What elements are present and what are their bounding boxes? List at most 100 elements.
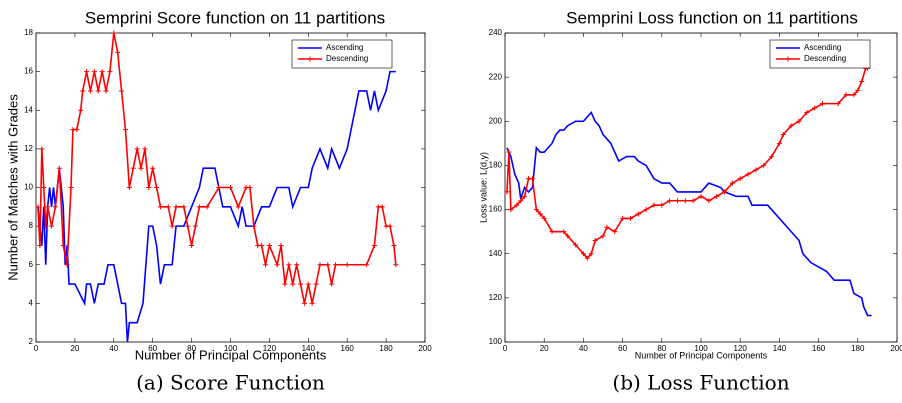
x-tick-label: 40 (579, 344, 588, 353)
data-marker (843, 92, 849, 98)
data-marker (729, 180, 735, 186)
data-marker (371, 242, 377, 248)
data-marker (745, 171, 751, 177)
data-marker (173, 204, 179, 210)
data-marker (804, 109, 810, 115)
data-marker (216, 185, 222, 190)
x-tick-label: 140 (773, 344, 787, 353)
data-marker (674, 198, 680, 204)
y-tick-label: 6 (29, 260, 34, 269)
data-marker (313, 281, 319, 287)
data-marker (165, 204, 171, 210)
data-marker (706, 198, 712, 204)
data-marker (68, 185, 74, 190)
data-marker (333, 262, 339, 268)
x-tick-label: 200 (418, 344, 432, 353)
y-axis-label: Loss value: L(d,y) (478, 152, 488, 223)
data-marker (126, 185, 132, 190)
data-marker (529, 176, 535, 182)
data-marker (820, 101, 826, 107)
data-marker (514, 202, 520, 208)
data-marker (115, 49, 121, 55)
plot-frame (504, 32, 898, 343)
data-marker (780, 132, 786, 138)
data-marker (189, 242, 195, 248)
data-marker (78, 107, 84, 113)
x-tick-label: 180 (379, 344, 393, 353)
data-marker (259, 242, 265, 248)
data-marker (74, 127, 80, 133)
chart-title: Semprini Score function on 11 partitions (85, 8, 385, 27)
legend-label: Descending (326, 54, 368, 63)
data-marker (138, 165, 144, 171)
data-marker (146, 185, 152, 190)
data-marker (541, 215, 547, 221)
data-marker (387, 223, 393, 229)
data-marker (393, 262, 399, 268)
data-marker (522, 193, 528, 199)
data-marker (325, 262, 331, 268)
x-tick-label: 120 (734, 344, 748, 353)
data-marker (251, 223, 257, 229)
y-tick-label: 140 (489, 249, 503, 258)
x-tick-label: 100 (224, 344, 238, 353)
data-marker (111, 30, 117, 36)
chart-title: Semprini Loss function on 11 partitions (566, 8, 858, 27)
y-tick-label: 8 (29, 221, 34, 230)
x-tick-label: 120 (263, 344, 277, 353)
data-marker (274, 262, 280, 268)
data-marker (181, 204, 187, 210)
data-marker (185, 223, 191, 229)
data-marker (588, 251, 594, 257)
data-marker (364, 262, 370, 268)
y-tick-label: 4 (29, 298, 34, 307)
x-tick-label: 140 (302, 344, 316, 353)
data-marker (119, 88, 125, 94)
y-tick-label: 12 (24, 144, 33, 153)
data-marker (298, 281, 304, 287)
data-marker (103, 88, 109, 94)
data-marker (391, 242, 397, 248)
data-marker (612, 229, 618, 235)
data-marker (35, 204, 41, 210)
data-marker (247, 185, 253, 190)
data-marker (561, 229, 567, 235)
data-marker (41, 185, 47, 190)
legend-label: Ascending (804, 43, 841, 52)
data-line (506, 67, 868, 260)
data-marker (592, 237, 598, 243)
data-marker (43, 223, 49, 229)
data-marker (84, 69, 90, 75)
data-line (506, 111, 872, 317)
data-marker (192, 223, 198, 229)
data-marker (263, 262, 269, 268)
data-marker (659, 202, 665, 208)
data-marker (859, 79, 865, 85)
data-marker (753, 167, 759, 173)
data-marker (737, 176, 743, 182)
data-marker (643, 207, 649, 213)
data-marker (835, 101, 841, 107)
caption: (a) Score Function (136, 371, 325, 395)
data-marker (56, 165, 62, 171)
data-marker (278, 242, 284, 248)
data-marker (565, 233, 571, 239)
data-marker (667, 198, 673, 204)
data-marker (769, 154, 775, 160)
x-tick-label: 160 (341, 344, 355, 353)
x-tick-label: 200 (890, 344, 902, 353)
data-marker (518, 198, 524, 204)
data-marker (80, 88, 86, 94)
data-marker (851, 92, 857, 98)
data-marker (49, 223, 55, 229)
data-marker (635, 211, 641, 217)
data-marker (235, 204, 241, 210)
legend-label: Descending (804, 54, 846, 63)
y-tick-label: 18 (24, 28, 33, 37)
data-marker (504, 189, 510, 195)
data-marker (37, 242, 43, 248)
legend-box (769, 39, 871, 69)
y-tick-label: 120 (489, 293, 503, 302)
data-marker (533, 207, 539, 213)
x-tick-label: 0 (34, 344, 39, 353)
